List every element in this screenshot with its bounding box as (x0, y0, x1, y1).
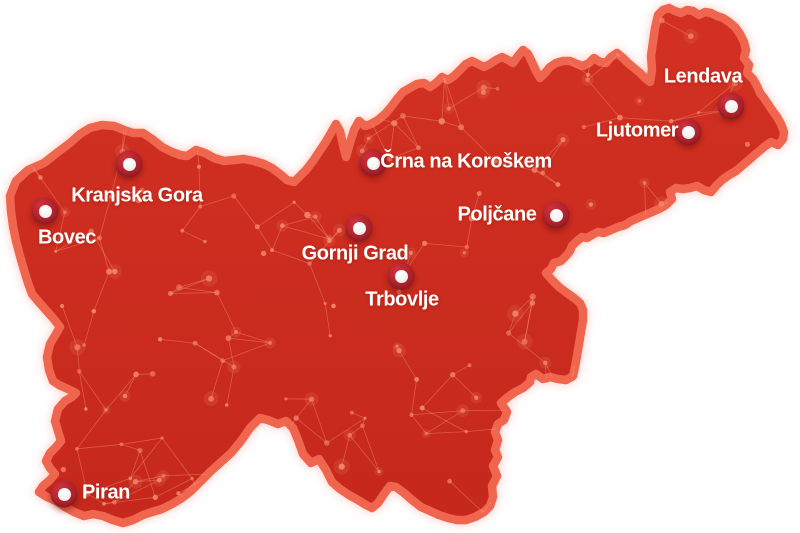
city-marker-trbovlje[interactable] (387, 262, 415, 290)
city-marker-piran[interactable] (50, 480, 78, 508)
city-marker-gornji-grad[interactable] (345, 214, 373, 242)
city-marker-bovec[interactable] (31, 197, 59, 225)
marker-dot-icon (724, 99, 738, 113)
marker-dot-icon (366, 156, 380, 170)
marker-dot-icon (549, 208, 563, 222)
marker-dot-icon (38, 204, 52, 218)
marker-dot-icon (681, 125, 695, 139)
marker-dot-icon (122, 157, 136, 171)
marker-dot-icon (352, 221, 366, 235)
city-marker-crna-na-koroskem[interactable] (359, 149, 387, 177)
city-marker-kranjska-gora[interactable] (115, 150, 143, 178)
marker-dot-icon (394, 269, 408, 283)
city-marker-poljcane[interactable] (542, 201, 570, 229)
city-marker-lendava[interactable] (717, 92, 745, 120)
marker-dot-icon (57, 487, 71, 501)
city-marker-ljutomer[interactable] (674, 118, 702, 146)
